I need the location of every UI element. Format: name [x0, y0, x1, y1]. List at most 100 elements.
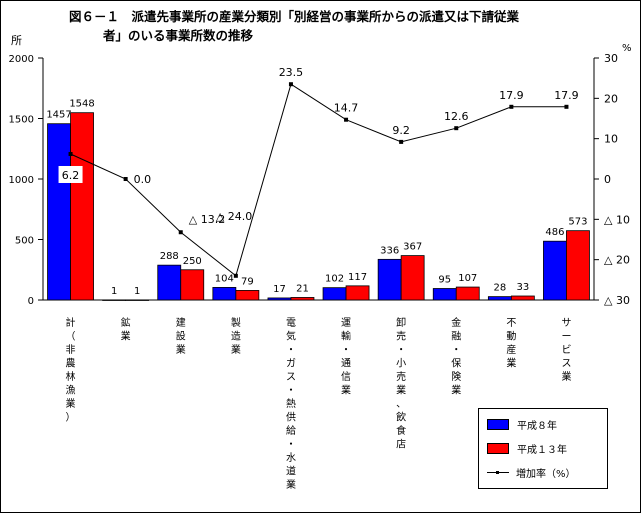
bar-h8 — [267, 297, 292, 301]
legend-line-rate — [487, 470, 509, 474]
bar-label-h8: 336 — [380, 245, 399, 256]
bar-label-h8: 17 — [273, 284, 286, 295]
bar-h13 — [345, 285, 370, 301]
bar-h13 — [180, 269, 205, 301]
line-label-bg — [58, 165, 83, 183]
bar-h8 — [543, 240, 567, 301]
x-tick-label: 電気・ガス・熱供給・水道業 — [286, 317, 296, 491]
x-tick-label: サービス業 — [561, 317, 571, 383]
legend-item-h8: 平成８年 — [487, 417, 557, 432]
bar-h13 — [70, 112, 94, 301]
legend-item-rate: 増加率（%） — [487, 465, 576, 480]
bar-label-h13: 107 — [458, 273, 477, 284]
x-tick-label: 卸売・小売業、飲食店 — [396, 316, 406, 451]
line-label: 9.2 — [392, 124, 410, 137]
chart-title-line2: 者」のいる事業所数の推移 — [103, 28, 254, 43]
line-point — [509, 104, 514, 109]
bar-h13 — [400, 255, 425, 301]
y-tick-label: 1500 — [9, 115, 34, 126]
bar-h13 — [455, 286, 480, 301]
line-point — [233, 273, 238, 278]
bar-h8 — [432, 288, 457, 301]
legend-swatch-h8 — [487, 418, 509, 430]
bar-h8 — [322, 287, 347, 301]
y2-tick-label: 10 — [604, 133, 618, 146]
y-tick-label: 500 — [15, 236, 34, 247]
y-tick-label: 0 — [28, 296, 34, 307]
bar-label-h13: 1 — [134, 286, 140, 297]
x-tick-label: 運輸・通信業 — [341, 317, 351, 397]
bar-h13 — [235, 290, 260, 301]
bar-h8 — [102, 299, 127, 301]
bar-label-h8: 28 — [493, 283, 506, 294]
bar-label-h13: 21 — [296, 283, 309, 294]
bar-label-h13: 573 — [568, 217, 587, 228]
y2-tick-label: △ 30 — [604, 294, 630, 307]
line-point — [564, 104, 569, 109]
bar-label-h13: 33 — [516, 282, 529, 293]
line-point — [68, 151, 73, 156]
bar-label-h8: 102 — [325, 274, 344, 285]
x-tick-label: 建設業 — [176, 316, 186, 356]
line-point — [399, 139, 404, 144]
line-growth-rate — [70, 83, 567, 277]
y2-tick-label: △ 20 — [604, 254, 630, 267]
legend-label-h13: 平成１３年 — [517, 444, 567, 456]
bar-label-h13: 79 — [241, 276, 254, 287]
bar-h8 — [47, 123, 71, 301]
x-tick-label: 不動産業 — [506, 318, 516, 370]
bar-h13 — [290, 297, 315, 301]
line-point — [178, 230, 183, 235]
y2-axis-label: % — [622, 43, 632, 54]
line-point — [288, 82, 293, 87]
line-label: 17.9 — [554, 89, 579, 102]
line-label: △ 13.2 — [189, 213, 225, 226]
chart-legend: 平成８年 平成１３年 増加率（%） — [478, 408, 608, 489]
line-point — [454, 126, 459, 131]
bar-h8 — [377, 258, 402, 301]
y2-tick-label: △ 10 — [604, 213, 630, 226]
line-label: △ 24.0 — [216, 210, 252, 223]
y2-tick-label: 20 — [604, 92, 618, 105]
y-axis-label: 所 — [11, 34, 22, 47]
line-label: 17.9 — [499, 89, 524, 102]
bar-label-h8: 1457 — [46, 110, 71, 121]
bar-h8 — [157, 264, 182, 301]
x-tick-label: 金融・保険業 — [451, 316, 461, 397]
y-tick-label: 2000 — [9, 54, 34, 65]
bar-label-h8: 104 — [215, 273, 234, 284]
x-tick-label: 計（非農林漁業） — [66, 316, 76, 424]
chart-title: 図６－１ 派遣先事業所の産業分類別「別経営の事業所からの派遣又は下請従業 者」の… — [69, 7, 589, 45]
bar-label-h13: 117 — [348, 272, 367, 283]
x-tick-label: 製造業 — [231, 316, 241, 356]
line-label: 12.6 — [444, 110, 469, 123]
line-label: 23.5 — [279, 66, 304, 79]
legend-item-h13: 平成１３年 — [487, 441, 567, 456]
line-label: 0.0 — [134, 173, 152, 186]
x-tick-label: 鉱業 — [121, 316, 131, 343]
bar-h8 — [212, 287, 237, 301]
bar-label-h8: 1 — [111, 286, 117, 297]
bar-h13 — [566, 230, 590, 301]
y2-tick-label: 30 — [604, 52, 618, 65]
bar-label-h8: 486 — [545, 227, 564, 238]
y2-tick-label: 0 — [604, 173, 611, 186]
legend-label-h8: 平成８年 — [517, 420, 557, 432]
bar-label-h13: 1548 — [69, 99, 94, 110]
y-tick-label: 1000 — [9, 175, 34, 186]
bar-label-h8: 288 — [160, 251, 179, 262]
bar-label-h13: 250 — [183, 256, 202, 267]
line-label: 14.7 — [334, 102, 359, 115]
line-point — [123, 177, 128, 181]
chart-title-line1: 図６－１ 派遣先事業所の産業分類別「別経営の事業所からの派遣又は下請従業 — [69, 9, 520, 24]
bar-h13 — [510, 295, 535, 301]
bar-label-h13: 367 — [403, 242, 422, 253]
line-point — [344, 117, 349, 122]
legend-swatch-h13 — [487, 442, 509, 454]
bar-label-h8: 95 — [438, 275, 451, 286]
bar-h13 — [125, 299, 150, 301]
legend-label-rate: 増加率（%） — [516, 468, 576, 480]
line-label: 6.2 — [62, 169, 80, 182]
